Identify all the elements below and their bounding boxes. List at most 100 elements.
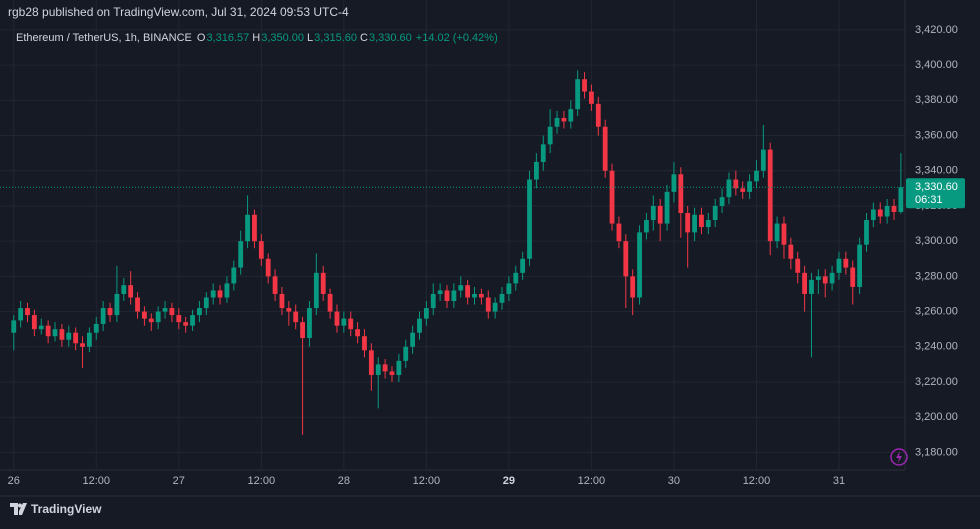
candle-body	[870, 209, 876, 221]
x-tick-label: 12:00	[578, 475, 606, 487]
candle-body	[513, 272, 519, 284]
candle-body	[595, 103, 601, 127]
candle-body	[795, 258, 801, 273]
candle-body	[671, 174, 677, 192]
candle-body	[162, 308, 168, 312]
candle-body	[506, 283, 512, 294]
x-tick-label: 12:00	[743, 475, 771, 487]
price-label: 3,330.60	[915, 181, 958, 193]
candle-body	[664, 191, 670, 224]
candle-body	[492, 302, 498, 312]
y-tick-label: 3,260.00	[915, 305, 958, 317]
y-tick-label: 3,180.00	[915, 446, 958, 458]
candle-body	[231, 267, 237, 284]
candle-body	[197, 308, 202, 316]
candle-body	[726, 179, 732, 198]
candle-body	[561, 117, 567, 122]
brand-dot	[18, 503, 22, 508]
y-tick-label: 3,400.00	[915, 59, 958, 71]
candle-body	[822, 276, 828, 284]
candle-body	[650, 205, 656, 221]
publish-info: rgb28 published on TradingView.com, Jul …	[8, 5, 349, 19]
candle-body	[527, 179, 532, 259]
candle-body	[52, 329, 58, 337]
x-tick-label: 12:00	[83, 475, 111, 487]
candle-body	[499, 293, 505, 303]
y-tick-label: 3,240.00	[915, 341, 958, 353]
candle-body	[623, 241, 629, 277]
candle-body	[245, 214, 250, 242]
candle-body	[341, 318, 347, 326]
candle-body	[396, 360, 402, 375]
candle-body	[733, 179, 739, 189]
legend-value: 3,316.57	[206, 32, 249, 44]
candle-body	[802, 272, 808, 294]
candle-body	[692, 214, 697, 233]
candle-body	[547, 126, 553, 145]
candle-body	[73, 332, 79, 344]
candle-body	[678, 174, 684, 213]
candle-body	[602, 126, 608, 171]
candle-body	[217, 290, 223, 298]
x-tick-label: 26	[8, 475, 20, 487]
candle-body	[410, 332, 416, 347]
candle-body	[458, 285, 464, 291]
candle-body	[355, 329, 361, 337]
candle-body	[66, 332, 72, 340]
brand-logo[interactable]: TradingView	[10, 502, 102, 516]
axes: 3,180.00 3,200.00 3,220.00 3,240.00 3,260.00…	[8, 24, 965, 487]
legend-value: 3,330.60	[369, 32, 412, 44]
legend-key: L	[307, 32, 313, 44]
candle-body	[320, 272, 326, 294]
candle-body	[100, 308, 106, 324]
candles	[0, 70, 905, 435]
legend-key: C	[360, 32, 368, 44]
candle-body	[809, 279, 814, 294]
candle-body	[38, 325, 44, 330]
candle-body	[857, 244, 863, 287]
candle-body	[224, 283, 230, 298]
candle-body	[465, 285, 471, 298]
candle-body	[203, 297, 209, 309]
candle-body	[747, 181, 752, 192]
candle-body	[533, 161, 539, 180]
candle-body	[444, 290, 450, 302]
candle-body	[417, 318, 422, 333]
candle-body	[93, 323, 99, 333]
candle-body	[788, 244, 794, 259]
candle-body	[705, 220, 711, 228]
candle-body	[437, 290, 443, 294]
legend-key: O	[197, 32, 206, 44]
candle-body	[286, 308, 292, 312]
y-tick-label: 3,280.00	[915, 270, 958, 282]
candle-body	[864, 220, 869, 245]
candle-body	[616, 223, 622, 242]
candle-body	[478, 293, 484, 298]
grid	[0, 0, 905, 470]
candle-body	[155, 311, 161, 323]
candle-body	[644, 220, 649, 233]
candle-body	[403, 346, 409, 361]
candle-body	[252, 214, 257, 242]
candle-body	[327, 293, 333, 312]
candle-body	[313, 272, 319, 309]
candle-body	[472, 293, 477, 298]
legend-key: H	[252, 32, 260, 44]
candle-body	[760, 149, 766, 171]
x-tick-label: 27	[173, 475, 185, 487]
candle-body	[210, 290, 216, 298]
candle-body	[382, 364, 388, 372]
alert-icon[interactable]	[890, 448, 908, 466]
brand-mark	[10, 503, 27, 515]
candle-body	[362, 336, 367, 351]
candle-body	[774, 223, 780, 242]
candle-body	[485, 297, 491, 312]
candle-body	[258, 241, 264, 259]
y-tick-label: 3,200.00	[915, 411, 958, 423]
y-tick-label: 3,220.00	[915, 376, 958, 388]
legend: Ethereum / TetherUS, 1h, BINANCE O3,316.5…	[16, 32, 498, 44]
candle-body	[169, 308, 175, 316]
